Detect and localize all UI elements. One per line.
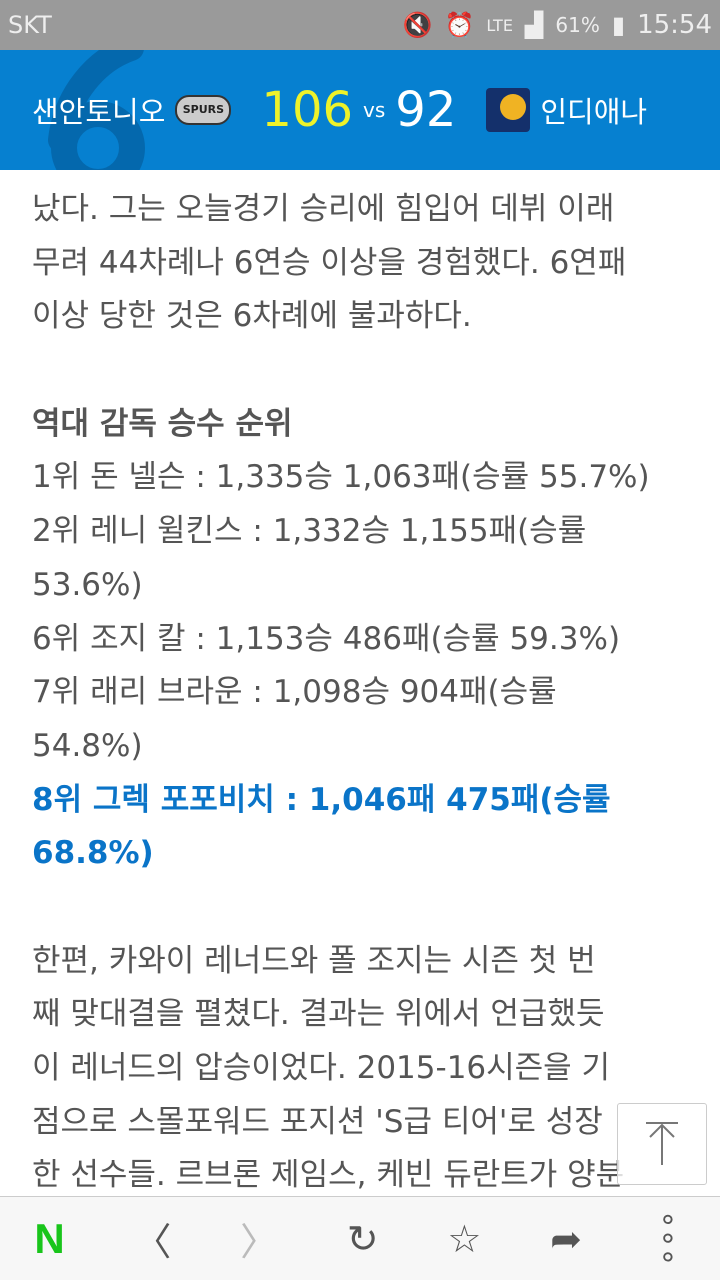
background-number-graphic	[48, 50, 145, 170]
network-label: LTE	[486, 15, 513, 35]
article-line: 한편, 카와이 레너드와 폴 조지는 시즌 첫 번	[32, 942, 596, 979]
back-icon[interactable]: 〈	[133, 1220, 172, 1264]
article-line: 점으로 스몰포워드 포지션 'S급 티어'로 성장	[32, 1103, 603, 1140]
scoreboard[interactable]: 샌안토니오 SPURS 106 vs 92 인디애나	[0, 50, 720, 170]
forward-icon[interactable]: 〉	[240, 1220, 279, 1264]
battery-text: 61%	[555, 13, 600, 37]
more-icon[interactable]: ∘∘∘	[650, 1210, 686, 1267]
article-line: 68.8%)	[32, 835, 154, 872]
home-score: 106	[261, 82, 354, 138]
article-line: 이상 당한 것은 6차례에 불과하다.	[32, 298, 472, 335]
carrier: SKT	[8, 11, 52, 39]
arrow-up-icon	[646, 1122, 678, 1165]
article-line: 이 레너드의 압승이었다. 2015-16시즌을 기	[32, 1050, 611, 1086]
pacers-logo	[486, 88, 531, 132]
star-icon[interactable]: ☆	[447, 1216, 482, 1261]
alarm-icon: ⏰	[444, 11, 475, 39]
status-bar: SKT 🔇 ⏰ LTE ▟ 61% ▮ 15:54	[0, 0, 720, 50]
away-team: 인디애나	[540, 95, 648, 129]
article-line: 역대 감독 승수 순위	[32, 405, 293, 442]
article-line: 6위 조지 칼 : 1,153승 486패(승률 59.3%)	[32, 620, 621, 657]
article-line: 났다. 그는 오늘경기 승리에 힘입어 데뷔 이래	[32, 191, 615, 227]
article-line: 한 선수들. 르브론 제임스, 케빈 듀란트가 양분	[32, 1157, 625, 1194]
away-score: 92	[395, 82, 457, 138]
article-line	[32, 881, 702, 935]
article-line	[32, 344, 702, 398]
naver-home-button[interactable]: N	[34, 1214, 65, 1262]
article-line: 2위 레니 윌킨스 : 1,332승 1,155패(승률	[32, 513, 587, 550]
vs-label: vs	[363, 98, 386, 122]
share-icon[interactable]: ➦	[550, 1216, 582, 1261]
refresh-icon[interactable]: ↻	[346, 1216, 379, 1261]
scroll-top-button[interactable]	[617, 1103, 707, 1185]
article-line: 무려 44차례나 6연승 이상을 경험했다. 6연패	[32, 244, 627, 281]
article-line: 54.8%)	[32, 727, 143, 764]
article-line: 53.6%)	[32, 566, 143, 603]
article-line: 8위 그렉 포포비치 : 1,046패 475패(승률	[32, 781, 611, 818]
mute-icon: 🔇	[402, 11, 433, 39]
article-line: 째 맞대결을 펼쳤다. 결과는 위에서 언급했듯	[32, 996, 605, 1033]
spurs-logo: SPURS	[175, 95, 232, 125]
home-team: 샌안토니오	[32, 95, 166, 129]
bottom-nav: N 〈 〉 ↻ ☆ ➦ ∘∘∘	[0, 1196, 720, 1280]
article-line: 7위 래리 브라운 : 1,098승 904패(승률	[32, 674, 557, 711]
battery-icon: ▮	[611, 11, 626, 39]
signal-icon: ▟	[524, 11, 544, 39]
clock: 15:54	[637, 10, 712, 40]
article-line: 1위 돈 넬슨 : 1,335승 1,063패(승률 55.7%)	[32, 459, 650, 496]
